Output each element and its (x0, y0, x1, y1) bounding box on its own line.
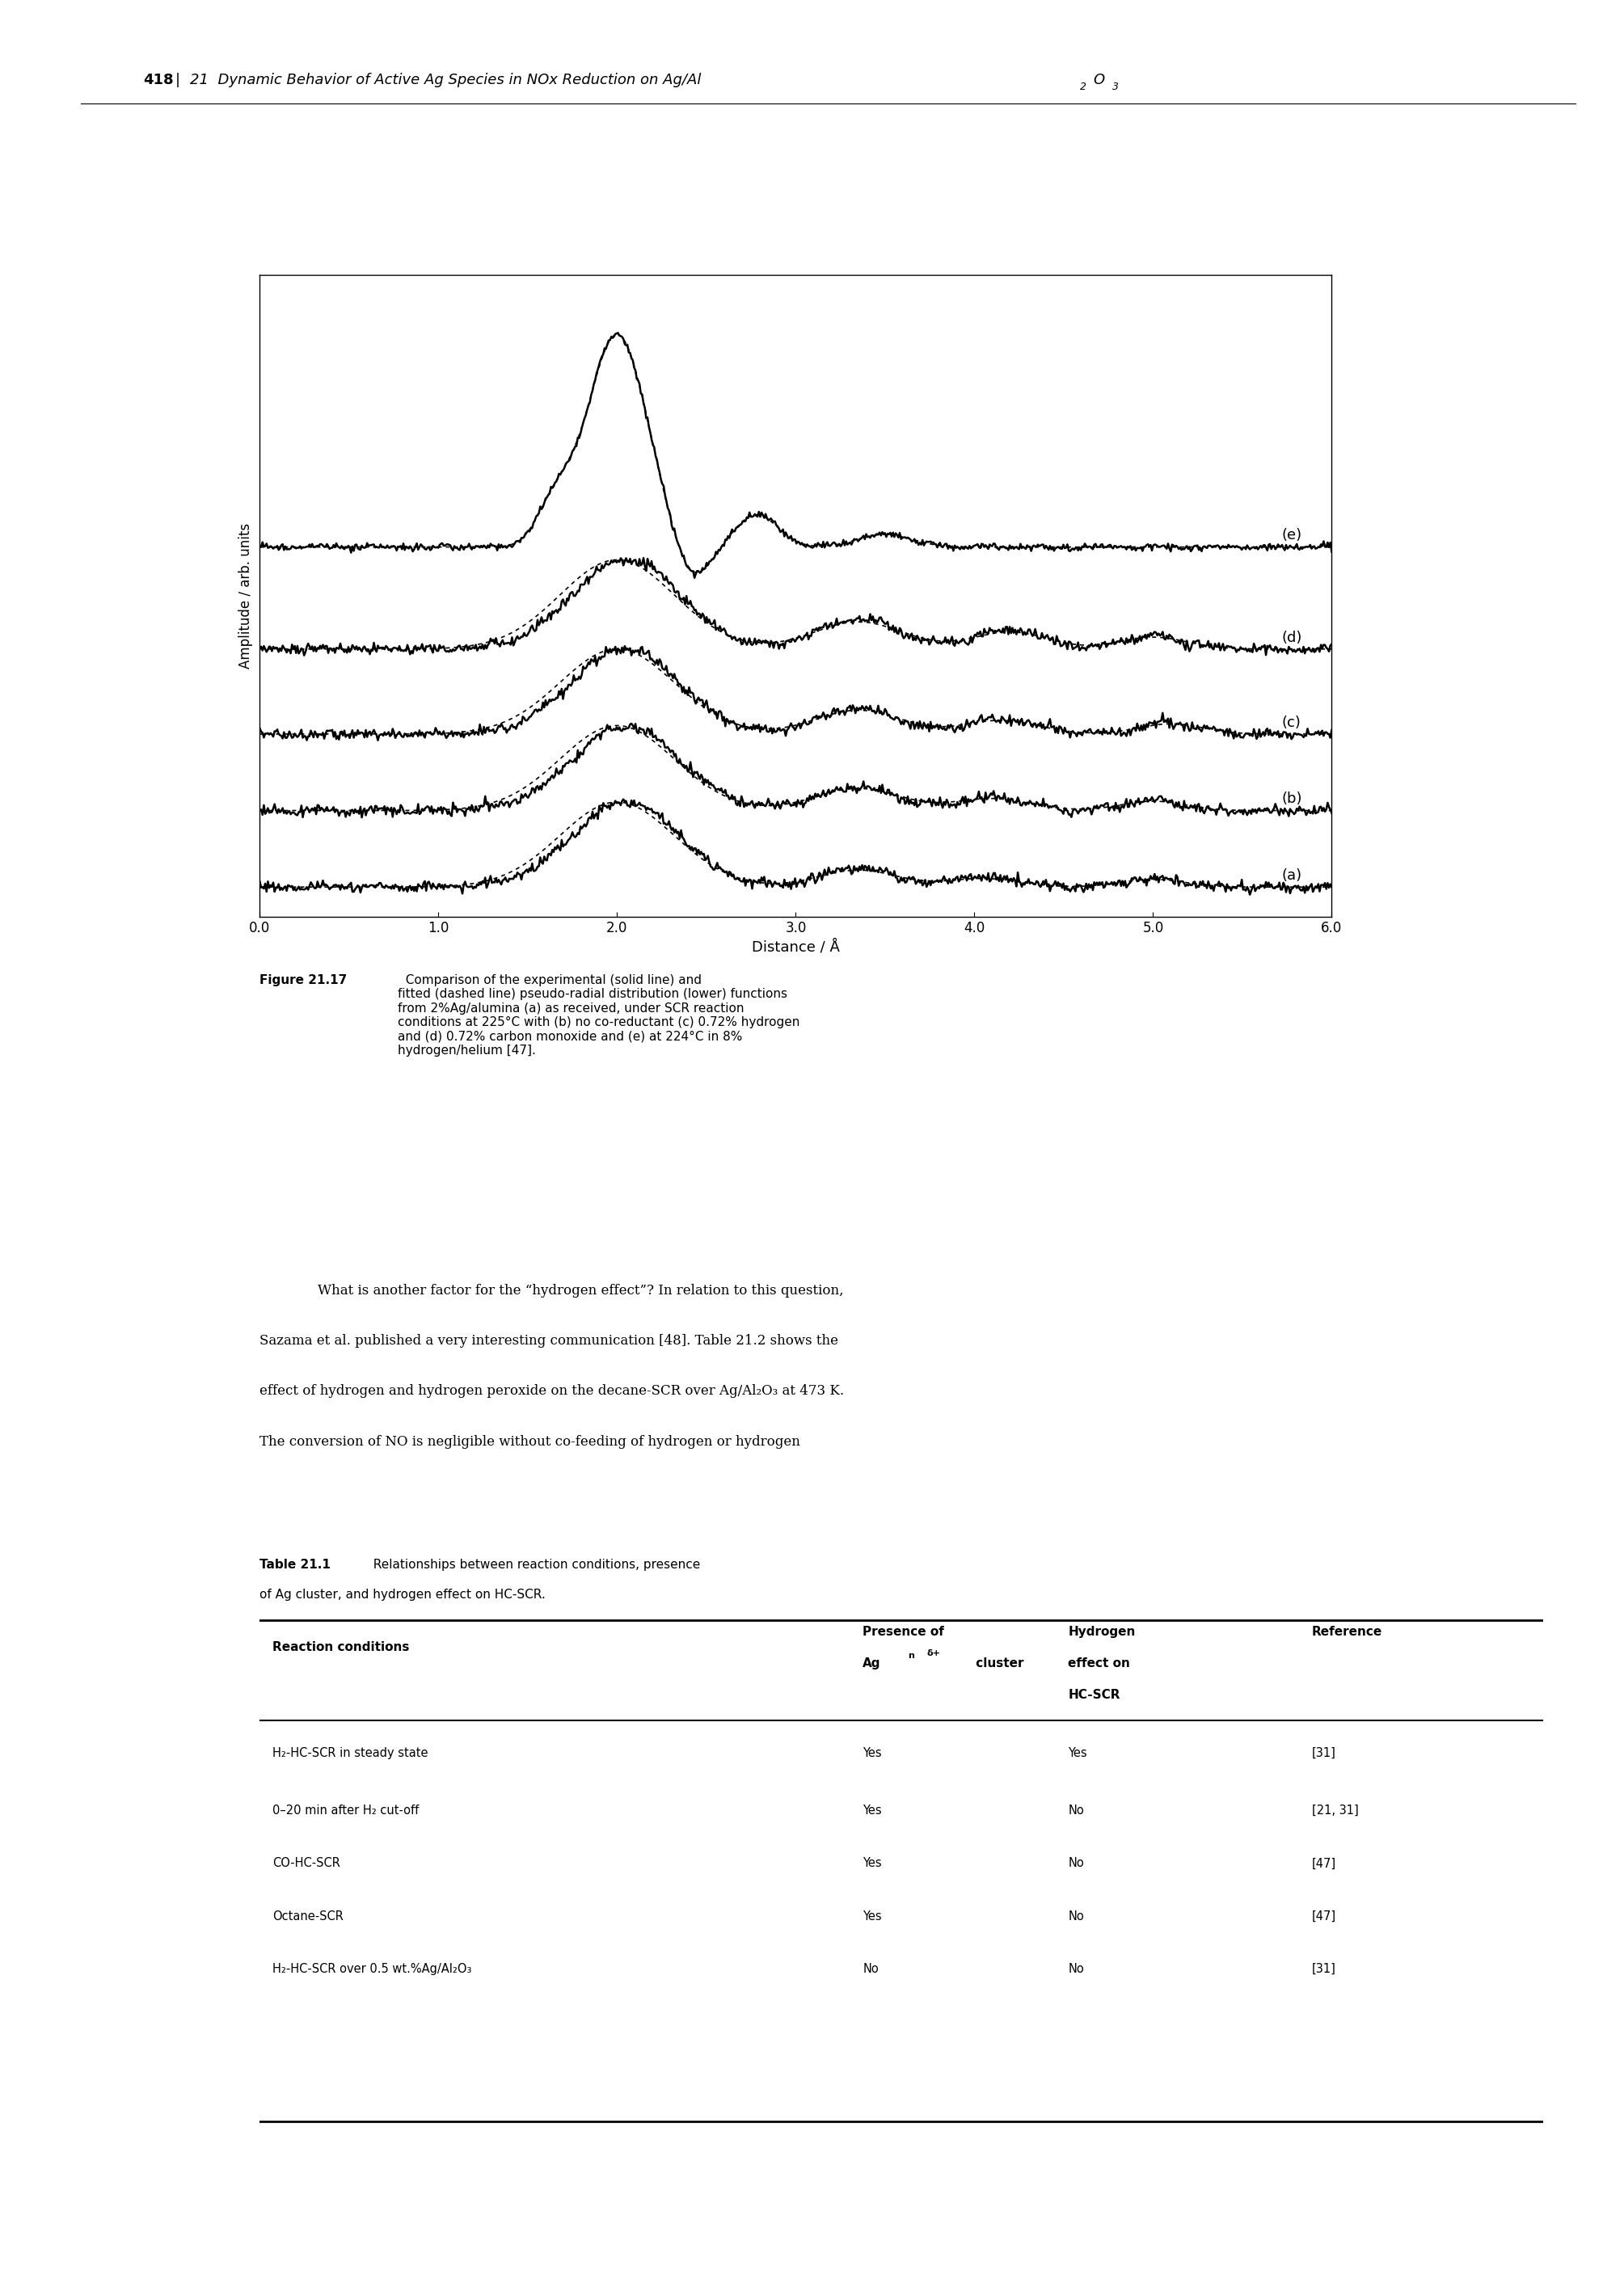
Text: Yes: Yes (862, 1804, 882, 1818)
Text: H₂-HC-SCR over 0.5 wt.%Ag/Al₂O₃: H₂-HC-SCR over 0.5 wt.%Ag/Al₂O₃ (273, 1962, 473, 1976)
Text: (a): (a) (1281, 869, 1302, 882)
Text: 418: 418 (143, 73, 174, 87)
Text: Yes: Yes (862, 1857, 882, 1870)
X-axis label: Distance / Å: Distance / Å (752, 940, 840, 956)
Text: cluster: cluster (971, 1657, 1025, 1669)
Text: What is another factor for the “hydrogen effect”? In relation to this question,: What is another factor for the “hydrogen… (300, 1284, 843, 1297)
Text: HC-SCR: HC-SCR (1069, 1689, 1121, 1701)
Text: (d): (d) (1281, 630, 1302, 644)
Text: δ+: δ+ (927, 1650, 940, 1657)
Text: [31]: [31] (1312, 1962, 1337, 1976)
Text: Ag: Ag (862, 1657, 880, 1669)
Text: Figure 21.17: Figure 21.17 (260, 974, 348, 986)
Text: O: O (1093, 73, 1104, 87)
Text: [31]: [31] (1312, 1747, 1337, 1758)
Text: Sazama et al. published a very interesting communication [48]. Table 21.2 shows : Sazama et al. published a very interesti… (260, 1334, 838, 1348)
Text: (e): (e) (1281, 527, 1302, 543)
Text: No: No (862, 1962, 879, 1976)
Text: Relationships between reaction conditions, presence: Relationships between reaction condition… (365, 1559, 700, 1570)
Text: (b): (b) (1281, 791, 1302, 807)
Text: n: n (908, 1653, 914, 1659)
Text: No: No (1069, 1857, 1085, 1870)
Text: No: No (1069, 1962, 1085, 1976)
Text: (c): (c) (1281, 715, 1301, 729)
Text: Yes: Yes (1069, 1747, 1086, 1758)
Text: effect of hydrogen and hydrogen peroxide on the decane-SCR over Ag/Al₂O₃ at 473 : effect of hydrogen and hydrogen peroxide… (260, 1384, 844, 1398)
Y-axis label: Amplitude / arb. units: Amplitude / arb. units (239, 523, 253, 669)
Text: CO-HC-SCR: CO-HC-SCR (273, 1857, 341, 1870)
Text: Presence of: Presence of (862, 1625, 945, 1636)
Text: 3: 3 (1112, 83, 1119, 92)
Text: 2: 2 (1080, 83, 1086, 92)
Text: Comparison of the experimental (solid line) and
fitted (dashed line) pseudo-radi: Comparison of the experimental (solid li… (398, 974, 801, 1057)
Text: |: | (175, 73, 180, 87)
Text: Reaction conditions: Reaction conditions (273, 1641, 409, 1653)
Text: No: No (1069, 1804, 1085, 1818)
Text: The conversion of NO is negligible without co-feeding of hydrogen or hydrogen: The conversion of NO is negligible witho… (260, 1435, 801, 1449)
Text: Octane-SCR: Octane-SCR (273, 1909, 344, 1923)
Text: Table 21.1: Table 21.1 (260, 1559, 331, 1570)
Text: [47]: [47] (1312, 1857, 1337, 1870)
Text: 21  Dynamic Behavior of Active Ag Species in NOx Reduction on Ag/Al: 21 Dynamic Behavior of Active Ag Species… (190, 73, 702, 87)
Text: [47]: [47] (1312, 1909, 1337, 1923)
Text: 0–20 min after H₂ cut-off: 0–20 min after H₂ cut-off (273, 1804, 419, 1818)
Text: Reference: Reference (1312, 1625, 1382, 1636)
Text: of Ag cluster, and hydrogen effect on HC-SCR.: of Ag cluster, and hydrogen effect on HC… (260, 1588, 546, 1600)
Text: effect on: effect on (1069, 1657, 1130, 1669)
Text: Yes: Yes (862, 1747, 882, 1758)
Text: Yes: Yes (862, 1909, 882, 1923)
Text: [21, 31]: [21, 31] (1312, 1804, 1359, 1818)
Text: No: No (1069, 1909, 1085, 1923)
Text: Hydrogen: Hydrogen (1069, 1625, 1135, 1636)
Text: H₂-HC-SCR in steady state: H₂-HC-SCR in steady state (273, 1747, 429, 1758)
